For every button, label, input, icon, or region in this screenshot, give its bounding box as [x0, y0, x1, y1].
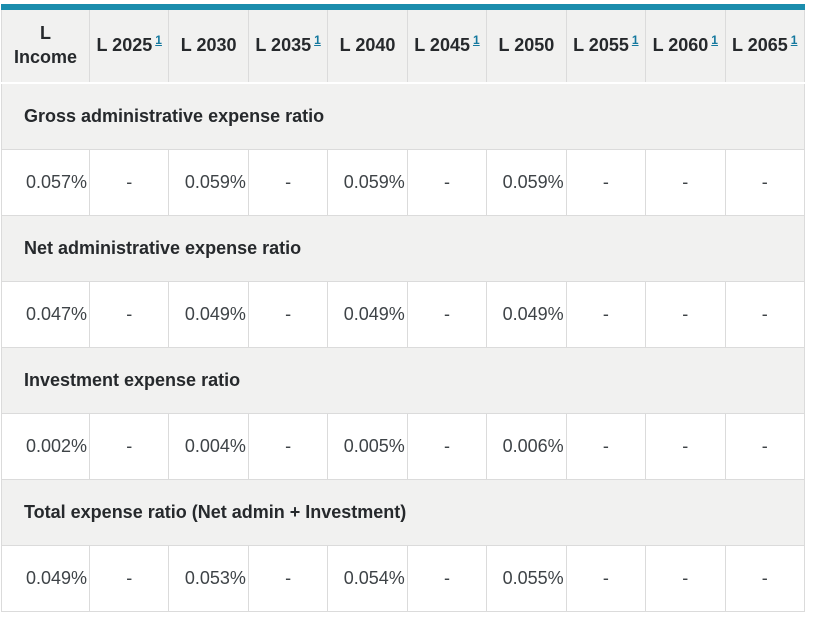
- value-row: 0.057% -0.059% -0.059% -0.059% - - -: [1, 148, 805, 216]
- value-cell: -: [247, 148, 329, 216]
- value-cell: 0.054%: [327, 544, 408, 612]
- value-cell: -: [88, 544, 170, 612]
- value-cell: -: [565, 412, 647, 480]
- value-cell: -: [565, 544, 647, 612]
- column-header-l-2065: L 2065 1: [724, 7, 805, 84]
- value-cell: 0.047%: [1, 280, 90, 348]
- value-cell: -: [645, 412, 726, 480]
- value-row: 0.002% -0.004% -0.005% -0.006% - - -: [1, 412, 805, 480]
- expense-ratio-table: L Income L 2025 1 L 2030 L 2035 1 L 2040 L 2045 1…: [1, 4, 805, 612]
- value-cell: 0.006%: [486, 412, 567, 480]
- value-cell: 0.049%: [168, 280, 249, 348]
- value-cell: -: [724, 544, 805, 612]
- table-body: Gross administrative expense ratio 0.057%…: [1, 82, 805, 612]
- column-header-label: L 2025: [96, 35, 153, 56]
- value-cell: -: [645, 544, 726, 612]
- column-header-l-income: L Income: [1, 7, 90, 84]
- value-cell: -: [724, 412, 805, 480]
- column-header-label: L 2060: [652, 35, 709, 56]
- value-cell: -: [565, 280, 647, 348]
- column-header-label: L 2030: [180, 35, 237, 56]
- section-title: Total expense ratio (Net admin + Investm…: [1, 478, 805, 546]
- section-row: Total expense ratio (Net admin + Investm…: [1, 478, 805, 546]
- column-header-label: L 2055: [573, 35, 629, 56]
- value-cell: 0.059%: [168, 148, 249, 216]
- column-header-l-2055: L 2055 1: [565, 7, 647, 84]
- value-cell: 0.049%: [1, 544, 90, 612]
- section-title: Net administrative expense ratio: [1, 214, 805, 282]
- value-cell: -: [645, 280, 726, 348]
- footnote-superscript: 1: [791, 33, 798, 47]
- value-cell: 0.053%: [168, 544, 249, 612]
- value-cell: -: [406, 280, 488, 348]
- value-cell: 0.055%: [486, 544, 567, 612]
- value-cell: -: [406, 148, 488, 216]
- column-header-l-2030: L 2030: [168, 7, 249, 84]
- column-header-l-2025: L 2025 1: [88, 7, 170, 84]
- value-cell: 0.057%: [1, 148, 90, 216]
- section-title: Investment expense ratio: [1, 346, 805, 414]
- footnote-superscript: 1: [473, 33, 480, 47]
- value-cell: 0.005%: [327, 412, 408, 480]
- column-header-label: L 2065: [732, 35, 788, 56]
- value-cell: 0.049%: [327, 280, 408, 348]
- value-cell: -: [88, 280, 170, 348]
- section-row: Net administrative expense ratio: [1, 214, 805, 282]
- value-cell: -: [247, 544, 329, 612]
- value-cell: 0.049%: [486, 280, 567, 348]
- column-header-l-2045: L 2045 1: [406, 7, 488, 84]
- footnote-1-link[interactable]: 1: [631, 33, 639, 48]
- footnote-1-link[interactable]: 1: [790, 33, 798, 48]
- column-header-label: L 2045: [414, 35, 470, 56]
- column-header-label: Income: [13, 47, 78, 67]
- value-row: 0.049% -0.053% -0.054% -0.055% - - -: [1, 544, 805, 612]
- column-header-label: L 2035: [255, 35, 312, 56]
- column-header-l-2040: L 2040: [327, 7, 408, 84]
- value-cell: -: [406, 544, 488, 612]
- value-cell: -: [88, 412, 170, 480]
- table-header: L Income L 2025 1 L 2030 L 2035 1 L 2040 L 2045 1…: [1, 7, 805, 84]
- value-cell: -: [724, 280, 805, 348]
- value-cell: 0.059%: [486, 148, 567, 216]
- fund-expense-table-wrap: L Income L 2025 1 L 2030 L 2035 1 L 2040 L 2045 1…: [1, 4, 805, 612]
- column-header-l-2050: L 2050: [486, 7, 567, 84]
- column-header-label: L: [40, 23, 51, 44]
- value-cell: 0.059%: [327, 148, 408, 216]
- column-header-label: L 2050: [498, 35, 555, 56]
- column-header-label: L 2040: [339, 35, 396, 56]
- value-cell: -: [247, 412, 329, 480]
- footnote-1-link[interactable]: 1: [155, 33, 162, 48]
- footnote-superscript: 1: [155, 33, 162, 47]
- column-header-l-2060: L 2060 1: [645, 7, 726, 84]
- header-row: L Income L 2025 1 L 2030 L 2035 1 L 2040 L 2045 1…: [1, 7, 805, 84]
- value-cell: -: [645, 148, 726, 216]
- section-title: Gross administrative expense ratio: [1, 82, 805, 150]
- value-cell: -: [565, 148, 647, 216]
- footnote-1-link[interactable]: 1: [472, 33, 480, 48]
- footnote-1-link[interactable]: 1: [314, 33, 321, 48]
- section-row: Investment expense ratio: [1, 346, 805, 414]
- value-cell: 0.002%: [1, 412, 90, 480]
- column-header-l-2035: L 2035 1: [247, 7, 329, 84]
- section-row: Gross administrative expense ratio: [1, 82, 805, 150]
- footnote-superscript: 1: [314, 33, 321, 47]
- value-cell: 0.004%: [168, 412, 249, 480]
- footnote-superscript: 1: [632, 33, 639, 47]
- value-cell: -: [247, 280, 329, 348]
- value-row: 0.047% -0.049% -0.049% -0.049% - - -: [1, 280, 805, 348]
- value-cell: -: [406, 412, 488, 480]
- footnote-1-link[interactable]: 1: [711, 33, 718, 48]
- footnote-superscript: 1: [711, 33, 718, 47]
- value-cell: -: [724, 148, 805, 216]
- value-cell: -: [88, 148, 170, 216]
